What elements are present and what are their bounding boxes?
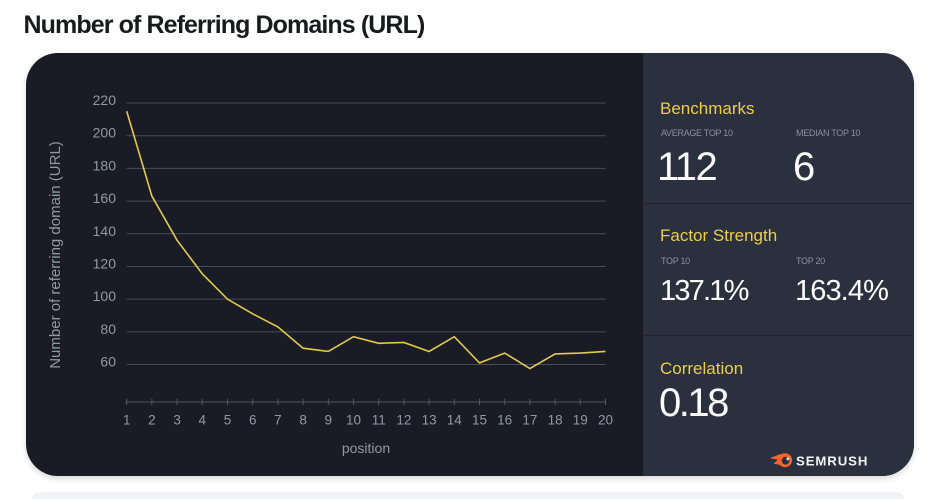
svg-text:120: 120 bbox=[93, 255, 117, 271]
svg-text:18: 18 bbox=[548, 413, 563, 428]
svg-text:2: 2 bbox=[148, 413, 156, 428]
svg-text:11: 11 bbox=[372, 413, 386, 428]
svg-text:8: 8 bbox=[299, 413, 307, 428]
svg-text:200: 200 bbox=[93, 125, 117, 141]
svg-text:20: 20 bbox=[598, 413, 613, 428]
svg-text:9: 9 bbox=[325, 413, 333, 428]
svg-text:position: position bbox=[342, 440, 390, 456]
svg-text:6: 6 bbox=[249, 413, 257, 428]
svg-text:12: 12 bbox=[396, 413, 411, 428]
svg-text:4: 4 bbox=[199, 413, 207, 428]
svg-text:17: 17 bbox=[522, 413, 537, 428]
svg-text:1: 1 bbox=[123, 413, 131, 428]
svg-text:3: 3 bbox=[173, 413, 181, 428]
svg-text:13: 13 bbox=[422, 413, 437, 428]
svg-text:SEMRUSH: SEMRUSH bbox=[796, 454, 868, 469]
svg-text:7: 7 bbox=[274, 413, 282, 428]
svg-text:180: 180 bbox=[93, 157, 117, 173]
svg-text:160: 160 bbox=[93, 190, 117, 206]
svg-text:5: 5 bbox=[224, 413, 232, 428]
svg-text:60: 60 bbox=[100, 354, 116, 370]
svg-text:140: 140 bbox=[93, 223, 117, 239]
svg-text:14: 14 bbox=[447, 413, 463, 428]
svg-text:Number of referring domain (UR: Number of referring domain (URL) bbox=[47, 141, 64, 369]
svg-text:15: 15 bbox=[472, 413, 487, 428]
svg-text:16: 16 bbox=[497, 413, 512, 428]
svg-text:19: 19 bbox=[573, 413, 588, 428]
svg-text:100: 100 bbox=[93, 288, 117, 304]
svg-text:220: 220 bbox=[93, 92, 117, 108]
svg-text:80: 80 bbox=[100, 321, 116, 337]
svg-text:10: 10 bbox=[346, 413, 361, 428]
